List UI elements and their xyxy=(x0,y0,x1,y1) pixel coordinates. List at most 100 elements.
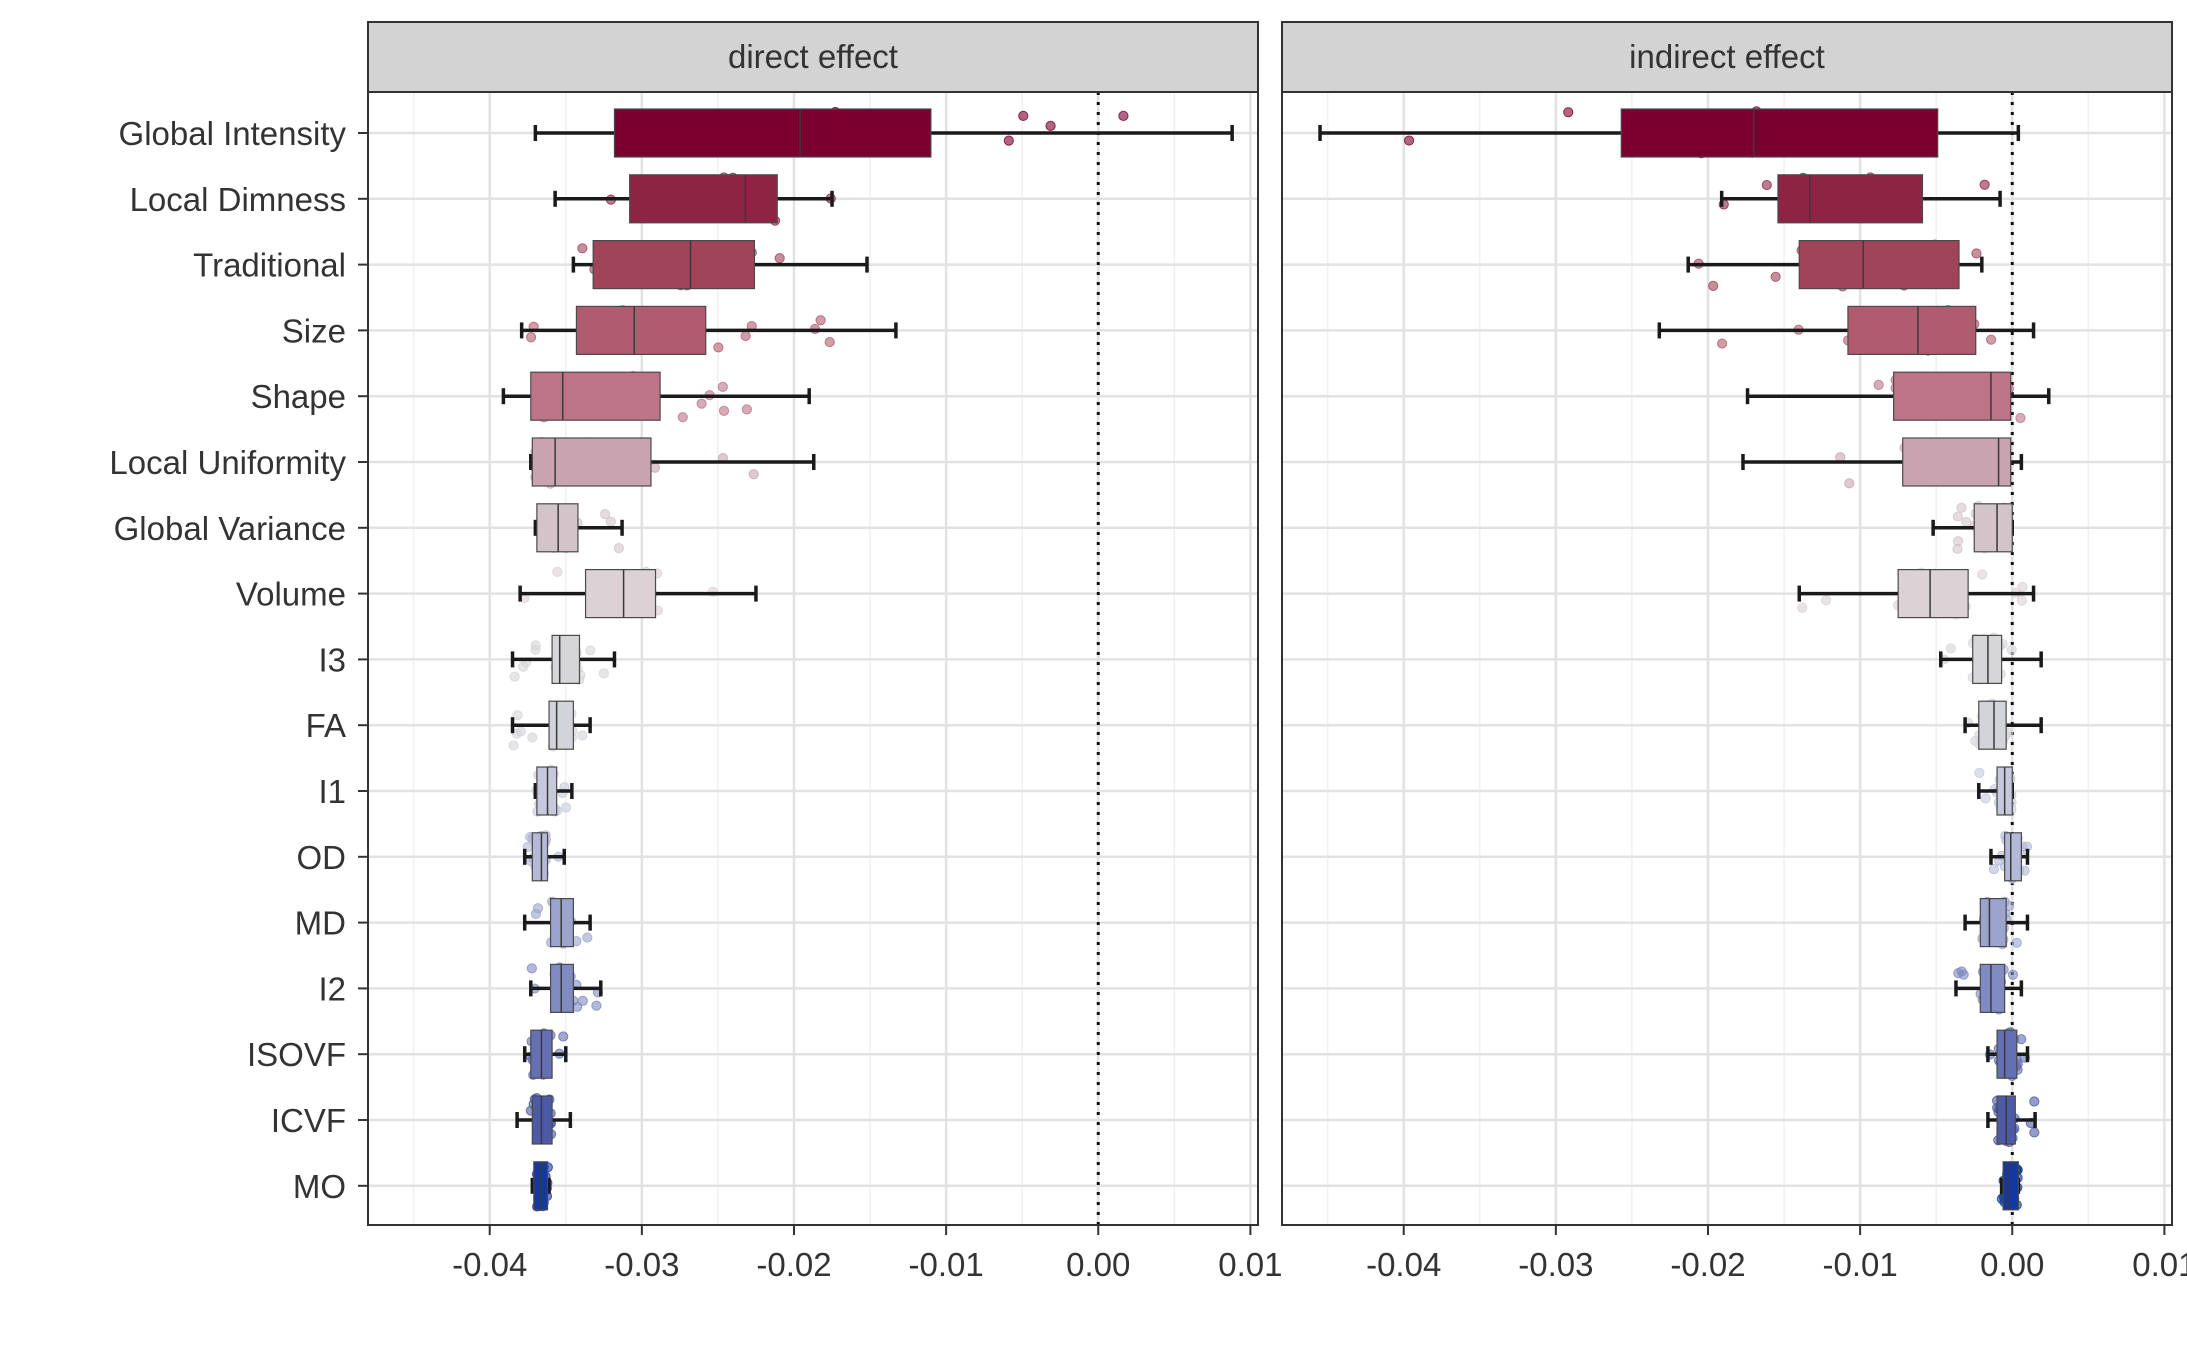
box xyxy=(592,240,756,290)
box xyxy=(1973,503,2013,553)
data-point xyxy=(1844,478,1855,489)
data-point xyxy=(605,516,616,527)
box xyxy=(2004,832,2022,882)
box xyxy=(1978,700,2007,750)
x-tick-label: -0.03 xyxy=(604,1246,679,1283)
data-point xyxy=(740,330,751,342)
data-point xyxy=(2029,1127,2040,1138)
data-point xyxy=(713,342,724,353)
data-point xyxy=(1118,110,1129,121)
box xyxy=(1979,897,2007,948)
data-point xyxy=(577,243,588,254)
data-point xyxy=(1988,864,2000,875)
y-tick-label: MD xyxy=(295,905,346,942)
data-point xyxy=(1708,280,1719,292)
y-tick-label: Local Uniformity xyxy=(109,444,346,481)
box xyxy=(613,108,932,158)
box-group-mo xyxy=(1996,1161,2023,1211)
data-point xyxy=(1873,379,1884,390)
data-point xyxy=(1952,536,1964,547)
box xyxy=(1777,174,1924,224)
x-tick-label: -0.01 xyxy=(1823,1246,1898,1283)
box xyxy=(1892,371,2012,421)
y-tick-label: I3 xyxy=(318,641,346,678)
box-group-global-variance xyxy=(533,503,624,554)
panel-direct-effect: direct effect -0.04 -0.03 -0.02 -0.01 0.00 0.0… xyxy=(367,21,1283,1283)
data-point xyxy=(677,412,688,423)
box-group-od xyxy=(1988,830,2033,884)
box xyxy=(548,700,574,750)
data-point xyxy=(1761,179,1772,191)
box xyxy=(533,1161,549,1211)
box-group-global-intensity xyxy=(1318,106,2021,159)
box-group-i2 xyxy=(526,962,604,1014)
x-tick-label: 0.00 xyxy=(1980,1246,2044,1283)
box-group-i1 xyxy=(531,765,574,817)
data-point xyxy=(600,509,611,520)
x-tick-label: 0.00 xyxy=(1066,1246,1130,1283)
box xyxy=(531,832,549,882)
data-point xyxy=(613,543,624,554)
data-point xyxy=(741,404,752,415)
box xyxy=(536,503,579,553)
data-point xyxy=(508,740,519,751)
box-group-mo xyxy=(530,1161,553,1212)
box xyxy=(531,1095,553,1145)
data-point xyxy=(532,903,544,914)
facet-strip xyxy=(1281,21,2173,93)
box-group-isovf xyxy=(1984,1027,2030,1082)
data-point xyxy=(2011,937,2022,948)
box-group-i3 xyxy=(1938,632,2043,685)
panels-layer: direct effect -0.04 -0.03 -0.02 -0.01 0.00 0.0… xyxy=(367,21,2187,1283)
box-group-size xyxy=(1657,304,2036,356)
data-point xyxy=(2007,969,2019,980)
box-group-global-intensity xyxy=(533,106,1234,158)
box xyxy=(2002,1161,2019,1211)
y-tick-label: I2 xyxy=(318,970,346,1007)
box-group-i2 xyxy=(1953,963,2024,1015)
box-group-shape xyxy=(501,371,811,423)
y-tick-label: Global Variance xyxy=(114,510,346,547)
data-point xyxy=(1018,110,1029,121)
box-group-local-dimness xyxy=(553,172,836,226)
box xyxy=(551,634,581,685)
data-point xyxy=(1956,966,1967,977)
box xyxy=(1972,634,2003,685)
data-point xyxy=(577,730,588,741)
data-point xyxy=(1980,793,1991,804)
box-group-global-variance xyxy=(1931,500,2015,555)
y-tick-label: Traditional xyxy=(193,247,346,284)
data-point xyxy=(815,315,826,326)
box xyxy=(1979,963,2006,1014)
box-group-od xyxy=(522,830,567,882)
box xyxy=(1902,437,2012,487)
box-group-size xyxy=(519,305,898,355)
x-tick-label: -0.03 xyxy=(1518,1246,1593,1283)
data-point xyxy=(526,963,537,974)
facet-strip-label: direct effect xyxy=(728,38,898,75)
y-tick-label: Global Intensity xyxy=(119,115,347,152)
data-point xyxy=(527,732,538,743)
data-point xyxy=(2017,581,2028,593)
data-point xyxy=(1945,643,1956,654)
data-point xyxy=(577,995,588,1006)
data-point xyxy=(1717,338,1728,349)
box-group-shape xyxy=(1745,371,2051,424)
box-group-traditional xyxy=(1686,239,1984,292)
box-group-local-dimness xyxy=(1718,172,2002,224)
data-point xyxy=(1961,516,1972,528)
box xyxy=(531,437,652,487)
data-point xyxy=(696,398,707,409)
box xyxy=(1996,1029,2018,1079)
box-group-icvf xyxy=(515,1092,573,1145)
box-group-md xyxy=(522,896,593,949)
data-point xyxy=(717,381,728,392)
data-point xyxy=(2029,1096,2040,1107)
y-tick-label: Shape xyxy=(251,378,346,415)
x-tick-label: -0.02 xyxy=(1670,1246,1745,1283)
data-point xyxy=(552,566,563,577)
data-point xyxy=(1979,179,1990,190)
box-group-icvf xyxy=(1986,1095,2040,1148)
facet-strip xyxy=(367,21,1259,93)
data-point xyxy=(598,668,609,679)
